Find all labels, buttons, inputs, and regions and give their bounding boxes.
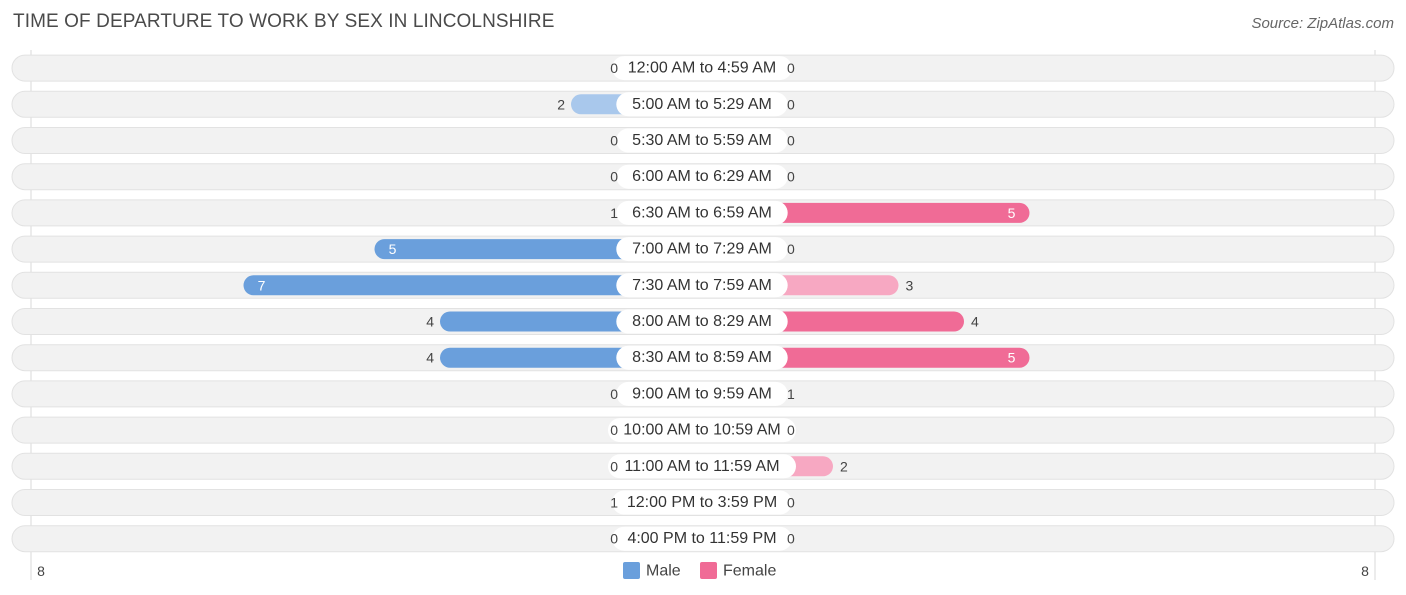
- value-label-female: 5: [1008, 350, 1016, 366]
- legend-label-female: Female: [723, 563, 776, 580]
- source-credit: Source: ZipAtlas.com: [1251, 15, 1394, 32]
- category-label: 12:00 PM to 3:59 PM: [627, 494, 777, 511]
- category-label: 5:30 AM to 5:59 AM: [632, 132, 772, 149]
- value-label-male: 7: [258, 277, 266, 293]
- category-label-background: [612, 526, 792, 551]
- value-label-male: 0: [610, 458, 618, 474]
- category-label-background: [612, 56, 792, 81]
- value-label-female: 0: [787, 60, 795, 76]
- value-label-female: 3: [906, 277, 914, 293]
- axis-label-left: 8: [37, 563, 45, 579]
- value-label-male: 1: [610, 205, 618, 221]
- category-label: 7:00 AM to 7:29 AM: [632, 241, 772, 258]
- value-label-female: 0: [787, 96, 795, 112]
- value-label-male: 1: [610, 495, 618, 511]
- value-label-female: 0: [787, 495, 795, 511]
- category-label-background: [608, 418, 796, 443]
- value-label-female: 0: [787, 422, 795, 438]
- category-label: 10:00 AM to 10:59 AM: [623, 422, 780, 439]
- value-label-male: 0: [610, 133, 618, 149]
- value-label-female: 5: [1008, 205, 1016, 221]
- value-label-male: 4: [426, 314, 434, 330]
- category-label-background: [612, 490, 792, 515]
- category-label: 6:30 AM to 6:59 AM: [632, 204, 772, 221]
- axis-label-right: 8: [1361, 563, 1369, 579]
- value-label-male: 4: [426, 350, 434, 366]
- chart-title: TIME OF DEPARTURE TO WORK BY SEX IN LINC…: [13, 11, 555, 32]
- category-label: 12:00 AM to 4:59 AM: [628, 60, 777, 77]
- legend-swatch-female: [700, 562, 717, 579]
- category-label-background: [616, 237, 788, 262]
- category-label-background: [616, 381, 788, 406]
- category-label: 7:30 AM to 7:59 AM: [632, 277, 772, 294]
- category-label: 4:00 PM to 11:59 PM: [627, 530, 776, 547]
- value-label-male: 0: [610, 169, 618, 185]
- value-label-male: 2: [557, 96, 565, 112]
- category-label: 9:00 AM to 9:59 AM: [632, 385, 772, 402]
- value-label-female: 0: [787, 133, 795, 149]
- category-label: 11:00 AM to 11:59 AM: [624, 458, 779, 475]
- category-label: 8:00 AM to 8:29 AM: [632, 313, 772, 330]
- value-label-male: 0: [610, 60, 618, 76]
- category-label: 5:00 AM to 5:29 AM: [632, 96, 772, 113]
- value-label-male: 0: [610, 422, 618, 438]
- value-label-female: 4: [971, 314, 979, 330]
- legend-label-male: Male: [646, 563, 681, 580]
- bar-male: [243, 275, 702, 296]
- category-label-background: [616, 164, 788, 189]
- value-label-female: 0: [787, 531, 795, 547]
- category-label: 8:30 AM to 8:59 AM: [632, 349, 772, 366]
- category-label-background: [616, 345, 788, 370]
- category-label-background: [616, 92, 788, 117]
- category-label-background: [616, 273, 788, 298]
- category-label-background: [616, 200, 788, 225]
- value-label-male: 5: [389, 241, 397, 257]
- category-label-background: [608, 454, 796, 479]
- category-label: 6:00 AM to 6:29 AM: [632, 168, 772, 185]
- value-label-male: 0: [610, 531, 618, 547]
- value-label-female: 1: [787, 386, 795, 402]
- value-label-female: 2: [840, 458, 848, 474]
- legend-swatch-male: [623, 562, 640, 579]
- category-label-background: [616, 128, 788, 153]
- value-label-female: 0: [787, 169, 795, 185]
- category-label-background: [616, 309, 788, 334]
- value-label-female: 0: [787, 241, 795, 257]
- value-label-male: 0: [610, 386, 618, 402]
